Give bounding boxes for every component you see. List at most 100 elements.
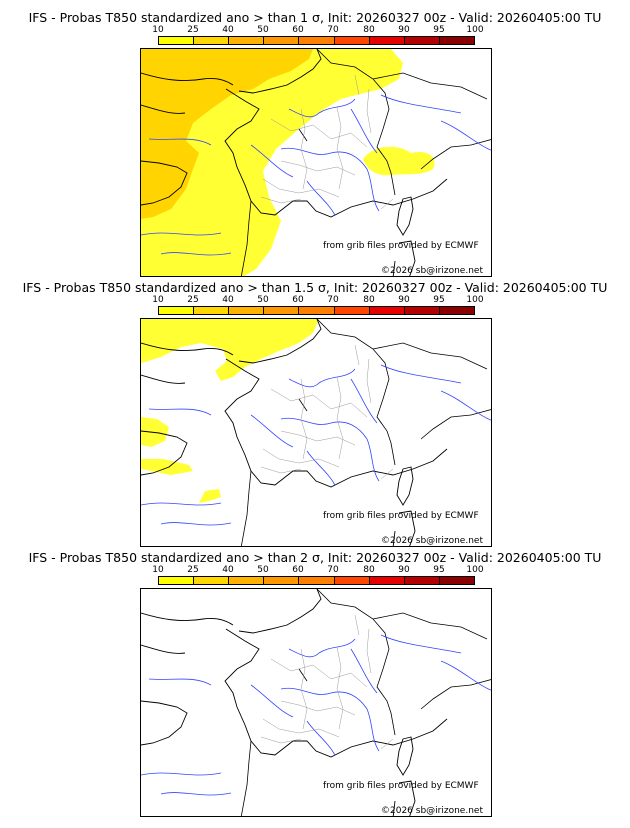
admin-boundary bbox=[260, 74, 394, 210]
colorbar-swatch bbox=[264, 307, 300, 314]
copyright: ©2026 sb@irizone.net bbox=[381, 536, 483, 546]
source-credit: from grib files provided by ECMWF bbox=[323, 511, 479, 521]
colorbar-swatch bbox=[369, 577, 405, 584]
colorbar-tick: 70 bbox=[327, 25, 339, 35]
colorbar bbox=[158, 306, 475, 315]
panel-title: IFS - Probas T850 standardized ano > tha… bbox=[28, 550, 602, 565]
colorbar-tick: 60 bbox=[292, 25, 304, 35]
prob-area-10 bbox=[141, 459, 193, 475]
colorbar-swatch bbox=[299, 577, 335, 584]
map-canvas: from grib files provided by ECMWF ©2026 … bbox=[141, 319, 491, 546]
colorbar-tick: 60 bbox=[292, 565, 304, 575]
colorbar-swatch bbox=[194, 37, 230, 44]
corsica bbox=[396, 736, 414, 776]
copyright: ©2026 sb@irizone.net bbox=[381, 266, 483, 276]
colorbar-tick: 70 bbox=[327, 565, 339, 575]
colorbar-swatch bbox=[369, 37, 405, 44]
colorbar-tick: 95 bbox=[433, 25, 445, 35]
river bbox=[141, 364, 491, 526]
colorbar-tick: 25 bbox=[187, 25, 199, 35]
colorbar bbox=[158, 36, 475, 45]
colorbar-swatch bbox=[264, 577, 300, 584]
border bbox=[240, 589, 491, 816]
colorbar-tick: 10 bbox=[152, 295, 164, 305]
colorbar-tick: 90 bbox=[398, 565, 410, 575]
map-canvas: from grib files provided by ECMWF ©2026 … bbox=[141, 589, 491, 816]
sardinia bbox=[392, 240, 416, 276]
coastline bbox=[141, 72, 234, 114]
colorbar-labels: 10 25 40 50 60 70 80 90 95 100 bbox=[140, 565, 490, 577]
colorbar-swatch bbox=[334, 307, 370, 314]
coastline bbox=[141, 160, 188, 206]
colorbar-tick: 50 bbox=[257, 565, 269, 575]
source-credit: from grib files provided by ECMWF bbox=[323, 241, 479, 251]
source-credit: from grib files provided by ECMWF bbox=[323, 781, 479, 791]
colorbar-tick: 10 bbox=[152, 565, 164, 575]
colorbar-tick: 100 bbox=[466, 25, 484, 35]
colorbar-tick: 50 bbox=[257, 295, 269, 305]
colorbar-swatch bbox=[404, 37, 440, 44]
colorbar bbox=[158, 576, 475, 585]
sardinia bbox=[392, 510, 416, 546]
colorbar-swatch bbox=[299, 307, 335, 314]
map-panel-2sigma: IFS - Probas T850 standardized ano > tha… bbox=[0, 540, 630, 817]
colorbar-swatch bbox=[439, 577, 474, 584]
colorbar-swatch bbox=[194, 577, 230, 584]
colorbar-swatch bbox=[404, 577, 440, 584]
admin-boundary bbox=[260, 614, 394, 750]
panel-title: IFS - Probas T850 standardized ano > tha… bbox=[22, 280, 608, 295]
colorbar-tick: 95 bbox=[433, 295, 445, 305]
map-canvas: from grib files provided by ECMWF ©2026 … bbox=[141, 49, 491, 276]
corsica bbox=[396, 196, 414, 236]
colorbar-tick: 25 bbox=[187, 565, 199, 575]
colorbar-labels: 10 25 40 50 60 70 80 90 95 100 bbox=[140, 295, 490, 307]
coastline bbox=[141, 700, 188, 746]
prob-area-10 bbox=[199, 489, 221, 503]
colorbar-tick: 100 bbox=[466, 565, 484, 575]
coastline bbox=[224, 319, 448, 488]
prob-area-10 bbox=[363, 146, 435, 176]
river bbox=[141, 634, 491, 796]
border bbox=[240, 319, 491, 546]
colorbar-swatch bbox=[159, 37, 195, 44]
colorbar-swatch bbox=[159, 577, 195, 584]
colorbar-swatch bbox=[194, 307, 230, 314]
colorbar-tick: 70 bbox=[327, 295, 339, 305]
prob-area-10 bbox=[141, 417, 169, 447]
colorbar-tick: 95 bbox=[433, 565, 445, 575]
colorbar-swatch bbox=[439, 37, 474, 44]
colorbar-swatch bbox=[334, 577, 370, 584]
france-map: from grib files provided by ECMWF ©2026 … bbox=[140, 588, 492, 817]
france-map: from grib files provided by ECMWF ©2026 … bbox=[140, 48, 492, 277]
france-map: from grib files provided by ECMWF ©2026 … bbox=[140, 318, 492, 547]
coastline bbox=[224, 49, 448, 218]
sardinia bbox=[392, 780, 416, 816]
colorbar-tick: 90 bbox=[398, 25, 410, 35]
colorbar-swatch bbox=[404, 307, 440, 314]
colorbar-tick: 40 bbox=[222, 25, 234, 35]
coastline bbox=[224, 589, 448, 758]
colorbar-swatch bbox=[159, 307, 195, 314]
prob-area-10 bbox=[141, 319, 319, 381]
colorbar-tick: 50 bbox=[257, 25, 269, 35]
colorbar-swatch bbox=[334, 37, 370, 44]
colorbar-swatch bbox=[299, 37, 335, 44]
map-panel-1sigma: IFS - Probas T850 standardized ano > tha… bbox=[0, 0, 630, 277]
admin-boundary bbox=[260, 344, 394, 480]
coastline bbox=[141, 430, 188, 476]
colorbar-swatch bbox=[264, 37, 300, 44]
colorbar-tick: 40 bbox=[222, 565, 234, 575]
prob-area-25 bbox=[141, 49, 313, 219]
copyright: ©2026 sb@irizone.net bbox=[381, 806, 483, 816]
colorbar-tick: 60 bbox=[292, 295, 304, 305]
colorbar-swatch bbox=[439, 307, 474, 314]
colorbar-swatch bbox=[369, 307, 405, 314]
colorbar-swatch bbox=[229, 577, 265, 584]
panel-title: IFS - Probas T850 standardized ano > tha… bbox=[28, 10, 602, 25]
map-panel-1-5sigma: IFS - Probas T850 standardized ano > tha… bbox=[0, 270, 630, 547]
colorbar-tick: 25 bbox=[187, 295, 199, 305]
colorbar-tick: 100 bbox=[466, 295, 484, 305]
river bbox=[141, 94, 491, 256]
colorbar-tick: 40 bbox=[222, 295, 234, 305]
colorbar-swatch bbox=[229, 37, 265, 44]
